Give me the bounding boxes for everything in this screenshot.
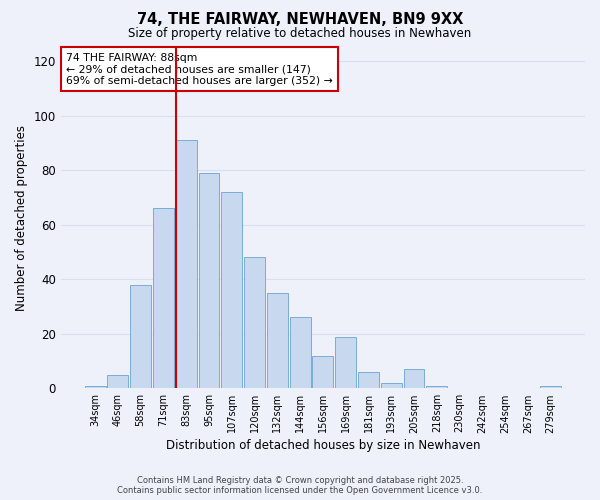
Text: Size of property relative to detached houses in Newhaven: Size of property relative to detached ho… [128,28,472,40]
Bar [107,374,128,388]
Bar [244,258,265,388]
Bar [404,369,424,388]
Text: Contains HM Land Registry data © Crown copyright and database right 2025.
Contai: Contains HM Land Registry data © Crown c… [118,476,482,495]
Bar [130,284,151,389]
Bar [176,140,197,388]
Bar [335,336,356,388]
Text: 74 THE FAIRWAY: 88sqm
← 29% of detached houses are smaller (147)
69% of semi-det: 74 THE FAIRWAY: 88sqm ← 29% of detached … [66,52,333,86]
Text: 74, THE FAIRWAY, NEWHAVEN, BN9 9XX: 74, THE FAIRWAY, NEWHAVEN, BN9 9XX [137,12,463,28]
Bar [221,192,242,388]
Y-axis label: Number of detached properties: Number of detached properties [15,125,28,311]
Bar [540,386,561,388]
Bar [358,372,379,388]
Bar [313,356,334,388]
Bar [85,386,106,388]
Bar [199,173,220,388]
Bar [381,383,402,388]
X-axis label: Distribution of detached houses by size in Newhaven: Distribution of detached houses by size … [166,440,480,452]
Bar [427,386,447,388]
Bar [290,318,311,388]
Bar [153,208,174,388]
Bar [267,293,288,388]
